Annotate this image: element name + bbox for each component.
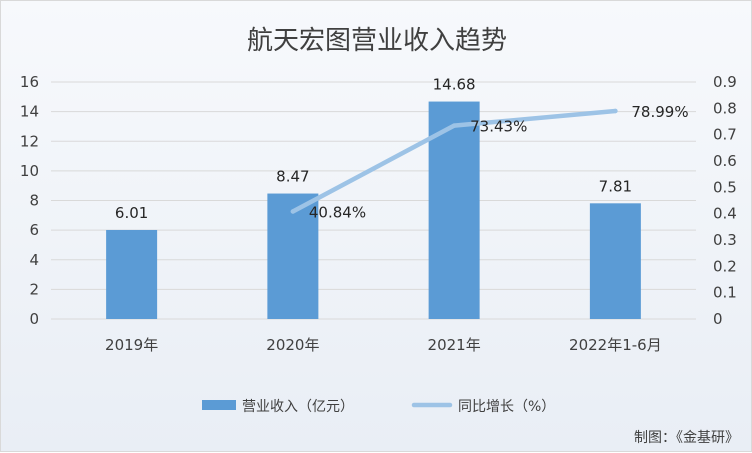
right-axis-tick-label: 0.4 <box>713 205 737 223</box>
revenue-bar-label: 8.47 <box>276 168 309 186</box>
right-axis-ticks: 0 0.1 0.2 0.3 0.4 0.5 0.6 0.7 0.8 0.9 <box>713 73 737 328</box>
x-axis-tick-label: 2020年 <box>266 336 319 354</box>
revenue-bar-label: 7.81 <box>599 177 632 195</box>
legend: 营业收入（亿元） 同比增长（%） <box>202 399 555 415</box>
growth-data-label: 73.43% <box>470 118 527 136</box>
revenue-bar-label: 6.01 <box>115 204 148 222</box>
left-axis-tick-label: 12 <box>20 132 39 150</box>
revenue-bar-label: 14.68 <box>433 76 476 94</box>
revenue-bar <box>106 229 158 319</box>
legend-label-growth: 同比增长（%） <box>458 399 555 415</box>
chart-title: 航天宏图营业收入趋势 <box>247 26 507 56</box>
growth-point <box>613 108 618 114</box>
line-series <box>290 108 618 214</box>
x-axis-tick-label: 2019年 <box>105 336 158 354</box>
x-axis-ticks: 2019年 2020年 2021年 2022年1-6月 <box>105 336 662 354</box>
left-axis-tick-label: 0 <box>29 310 39 328</box>
left-axis-tick-label: 10 <box>20 162 39 180</box>
right-axis-tick-label: 0.5 <box>713 178 737 196</box>
left-axis-tick-label: 16 <box>20 73 39 91</box>
left-axis-tick-label: 2 <box>29 280 39 298</box>
right-axis-tick-label: 0.7 <box>713 126 737 144</box>
legend-swatch-bar <box>202 400 236 410</box>
left-axis-ticks: 0 2 4 6 8 10 12 14 16 <box>20 73 39 328</box>
left-axis-tick-label: 8 <box>29 192 39 210</box>
growth-data-label: 40.84% <box>309 203 366 221</box>
x-axis-tick-label: 2021年 <box>428 336 481 354</box>
right-axis-tick-label: 0.3 <box>713 231 737 249</box>
right-axis-tick-label: 0.8 <box>713 99 737 117</box>
revenue-bar <box>589 203 641 319</box>
right-axis-tick-label: 0.9 <box>713 73 737 91</box>
bar-series <box>106 101 641 320</box>
right-axis-tick-label: 0.2 <box>713 257 737 275</box>
credit-text: 制图：《金基研》 <box>634 429 739 446</box>
legend-label-revenue: 营业收入（亿元） <box>242 399 354 415</box>
left-axis-tick-label: 14 <box>20 103 39 121</box>
bar-data-labels: 6.01 8.47 14.68 7.81 <box>115 76 632 222</box>
growth-data-label: 78.99% <box>631 103 688 121</box>
right-axis-tick-label: 0 <box>713 310 723 328</box>
x-axis-tick-label: 2022年1-6月 <box>569 336 662 354</box>
growth-point <box>290 209 296 214</box>
left-axis-tick-label: 4 <box>29 251 39 269</box>
right-axis-tick-label: 0.1 <box>713 284 737 302</box>
revenue-bar <box>267 193 319 319</box>
revenue-bar <box>428 101 480 320</box>
line-data-labels: 40.84% 73.43% 78.99% <box>309 103 689 221</box>
growth-point <box>451 123 457 128</box>
left-axis-tick-label: 6 <box>29 221 39 239</box>
right-axis-tick-label: 0.6 <box>713 152 737 170</box>
